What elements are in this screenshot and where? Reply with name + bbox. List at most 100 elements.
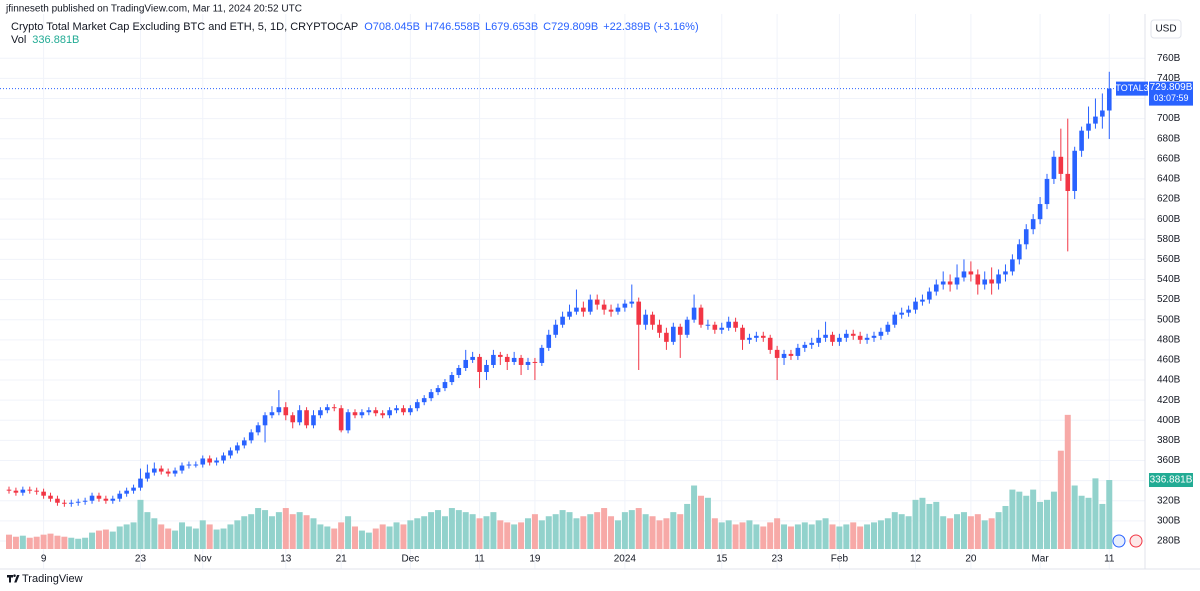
candle-body bbox=[504, 356, 510, 362]
currency[interactable]: USD bbox=[1155, 24, 1176, 35]
volume-bar bbox=[179, 522, 185, 549]
volume-bar bbox=[815, 520, 822, 549]
volume-bar bbox=[324, 526, 331, 549]
candle-body bbox=[1030, 219, 1036, 230]
y-tick-label: 660B bbox=[1157, 153, 1181, 164]
candle-body bbox=[664, 332, 669, 342]
volume-bar bbox=[199, 520, 206, 549]
candle-body bbox=[152, 468, 157, 473]
volume-bar bbox=[61, 536, 68, 549]
volume-bar bbox=[95, 530, 102, 549]
legend-low: L679.653B bbox=[485, 21, 538, 33]
volume-bar bbox=[317, 524, 324, 549]
candle-body bbox=[435, 388, 441, 393]
candle-body bbox=[954, 277, 960, 285]
volume-bar bbox=[448, 508, 455, 549]
volume-bar bbox=[545, 516, 552, 549]
candle-body bbox=[1093, 116, 1098, 124]
candle-body bbox=[235, 445, 240, 451]
candle-body bbox=[387, 410, 392, 416]
volume-bar bbox=[358, 530, 365, 549]
volume-bar bbox=[781, 524, 788, 549]
y-tick-label: 760B bbox=[1157, 53, 1181, 64]
volume-bar bbox=[241, 516, 248, 549]
volume-bar bbox=[282, 508, 289, 549]
candle-body bbox=[615, 307, 621, 312]
volume-bar bbox=[684, 503, 691, 549]
volume-bar bbox=[704, 497, 711, 549]
volume-bar bbox=[1023, 495, 1030, 549]
candle-body bbox=[484, 364, 489, 373]
volume-bar bbox=[614, 520, 621, 549]
x-tick-label: Dec bbox=[401, 554, 419, 565]
candle-body bbox=[837, 337, 842, 342]
candle-body bbox=[248, 432, 254, 441]
volume-bar bbox=[677, 514, 684, 549]
candle-body bbox=[740, 327, 745, 340]
countdown-label: 03:07:59 bbox=[1153, 93, 1188, 103]
candle-layer bbox=[6, 71, 1112, 507]
candle-body bbox=[442, 382, 448, 389]
volume-tag-label: 336.881B bbox=[1150, 475, 1193, 486]
volume-bar bbox=[829, 524, 836, 549]
candle-body bbox=[677, 326, 683, 335]
y-tick-label: 680B bbox=[1157, 133, 1181, 144]
volume-bar bbox=[822, 518, 829, 549]
volume-bar bbox=[732, 524, 739, 549]
candle-body bbox=[532, 361, 538, 363]
volume-bar bbox=[54, 535, 61, 549]
candle-body bbox=[933, 284, 939, 292]
x-tick-label: Nov bbox=[194, 554, 212, 565]
candle-body bbox=[1086, 123, 1091, 131]
event-icon[interactable] bbox=[1112, 534, 1126, 548]
volume-bar bbox=[1044, 499, 1050, 549]
candle-body bbox=[13, 490, 19, 493]
candle-body bbox=[82, 500, 88, 502]
volume-bar bbox=[504, 522, 511, 549]
volume-bar bbox=[192, 528, 199, 549]
currency-button[interactable] bbox=[1150, 19, 1182, 39]
volume-bar bbox=[185, 526, 192, 549]
volume-bar bbox=[365, 532, 372, 549]
volume-bar bbox=[1050, 491, 1057, 549]
volume-bar bbox=[843, 524, 850, 549]
candle-body bbox=[214, 460, 219, 463]
volume-bar bbox=[68, 537, 75, 549]
symbol-tag bbox=[1116, 81, 1148, 96]
y-tick-label: 460B bbox=[1157, 355, 1181, 366]
candle-body bbox=[1100, 110, 1105, 117]
candle-body bbox=[124, 490, 129, 494]
candle-body bbox=[48, 495, 53, 499]
volume-bar bbox=[75, 538, 82, 549]
candle-body bbox=[414, 402, 420, 409]
volume-bar bbox=[1071, 485, 1078, 549]
volume-bar bbox=[1106, 480, 1113, 549]
candle-body bbox=[345, 412, 351, 431]
candle-body bbox=[587, 299, 593, 312]
x-tick-label: 23 bbox=[772, 554, 784, 565]
volume-bar bbox=[310, 518, 317, 549]
volume-bar bbox=[1016, 491, 1023, 549]
volume-bar bbox=[760, 526, 767, 549]
y-tick-label: 740B bbox=[1157, 73, 1181, 84]
y-tick-label: 580B bbox=[1157, 234, 1181, 245]
candle-body bbox=[172, 470, 178, 474]
candle-body bbox=[747, 337, 752, 340]
candle-body bbox=[55, 498, 60, 503]
volume-bar bbox=[220, 528, 227, 549]
volume-last: 336.881B bbox=[32, 34, 79, 46]
volume-bar bbox=[455, 510, 462, 549]
candle-body bbox=[325, 407, 330, 411]
brand-logo bbox=[7, 574, 20, 583]
volume-bar bbox=[635, 508, 642, 549]
x-tick-label: 13 bbox=[280, 554, 292, 565]
volume-bar bbox=[801, 522, 808, 549]
volume-bar bbox=[559, 510, 566, 549]
event-icon[interactable] bbox=[1129, 534, 1143, 548]
volume-bar bbox=[407, 520, 414, 549]
candle-body bbox=[553, 324, 558, 335]
candle-body bbox=[228, 450, 233, 456]
candle-body bbox=[62, 502, 67, 504]
volume-bar bbox=[864, 524, 871, 549]
